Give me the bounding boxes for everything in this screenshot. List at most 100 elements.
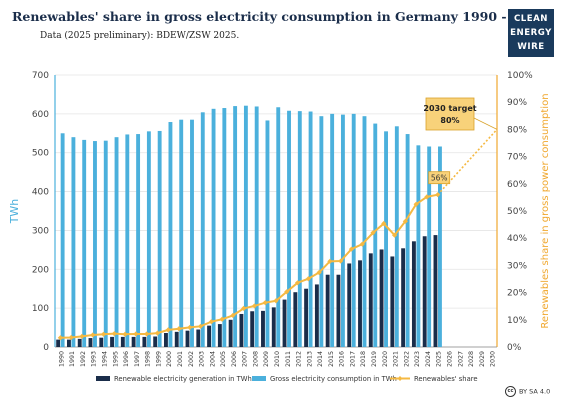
x-tick-label: 2015 (328, 351, 335, 367)
share-marker (122, 331, 128, 337)
x-tick-label: 1995 (112, 351, 119, 367)
share-marker (262, 300, 268, 306)
x-tick-label: 2028 (468, 351, 475, 367)
share-marker (230, 312, 236, 319)
y2-tick-label: 50% (507, 207, 527, 217)
share-marker (391, 232, 398, 238)
gross-consumption-bar (211, 108, 216, 347)
renewable-bar (142, 336, 147, 347)
legend-renewable-label: Renewable electricity generation in TWh (114, 375, 252, 383)
x-tick-label: 2003 (199, 351, 206, 367)
cc-icon: cc (505, 386, 516, 397)
renewable-bar (120, 336, 125, 347)
renewable-bar (88, 338, 93, 347)
renewable-bar (336, 274, 341, 347)
y-tick-label: 200 (32, 265, 49, 275)
x-tick-label: 2016 (339, 351, 346, 367)
share-marker (316, 269, 322, 276)
x-tick-label: 2017 (349, 351, 356, 367)
gross-consumption-bar (243, 105, 248, 347)
renewable-bar (164, 333, 168, 347)
y-tick-label: 400 (32, 188, 49, 198)
x-tick-label: 2021 (393, 351, 400, 367)
y2-tick-label: 70% (507, 153, 527, 163)
y-tick-label: 0 (43, 343, 49, 353)
x-tick-label: 1998 (145, 351, 152, 367)
share-marker (424, 194, 430, 200)
share-marker (144, 331, 150, 337)
renewable-bar (379, 249, 384, 347)
x-tick-label: 1996 (123, 351, 130, 367)
renewable-bar (174, 331, 179, 347)
gross-consumption-bar (254, 106, 259, 347)
y2-axis-title: Renewables share in gross power consumpt… (540, 93, 551, 328)
gross-consumption-bar (340, 114, 345, 348)
renewable-bar (56, 339, 61, 347)
share-marker (154, 330, 161, 336)
y2-tick-label: 40% (507, 234, 527, 244)
renewable-bar (314, 284, 319, 347)
gross-consumption-bar (405, 134, 410, 347)
renewable-bar (99, 337, 104, 347)
y2-tick-label: 100% (507, 71, 533, 81)
x-tick-label: 2000 (166, 351, 173, 367)
x-tick-label: 2012 (296, 351, 303, 367)
x-tick-label: 2023 (414, 351, 421, 367)
gross-consumption-bar (222, 108, 227, 348)
legend-renewable-swatch (96, 376, 110, 381)
share-marker (111, 331, 117, 337)
share-marker (402, 218, 408, 224)
target-callout-line (473, 117, 498, 130)
share-marker (413, 201, 419, 207)
target-label-line: 2030 target (423, 104, 476, 113)
renewable-bar (293, 292, 298, 347)
legend-gross-swatch (252, 376, 266, 381)
x-tick-label: 2029 (479, 351, 486, 367)
x-tick-label: 2007 (242, 351, 249, 367)
gross-consumption-bar (93, 141, 97, 347)
share-marker (57, 335, 63, 341)
renewable-bar (411, 241, 416, 347)
legend-share-label: Renewables' share (414, 375, 478, 383)
share-marker (165, 327, 171, 333)
y2-tick-label: 30% (507, 261, 527, 271)
share-marker (284, 289, 290, 295)
renewable-bar (250, 311, 255, 347)
legend-share-marker (397, 376, 403, 381)
x-tick-label: 2022 (403, 351, 410, 367)
share-marker (273, 298, 279, 304)
gross-consumption-bar (330, 113, 335, 347)
share-marker (219, 316, 225, 322)
gross-consumption-bar (351, 113, 356, 347)
x-tick-label: 2020 (382, 351, 389, 367)
y-tick-label: 100 (32, 304, 49, 314)
gross-consumption-bar (287, 110, 291, 348)
legend-gross-label: Gross electricity consumption in TWh (270, 375, 397, 383)
gross-consumption-bar (136, 134, 141, 347)
gross-consumption-bar (179, 119, 184, 347)
renewable-bar (282, 299, 287, 347)
share-marker (370, 230, 376, 236)
x-tick-label: 1990 (58, 351, 65, 367)
y2-tick-label: 0% (507, 343, 522, 353)
chart-title: Renewables' share in gross electricity c… (12, 9, 551, 24)
x-tick-label: 2013 (306, 351, 313, 367)
share-marker (251, 303, 258, 309)
x-tick-label: 2025 (436, 351, 443, 367)
x-tick-label: 2002 (188, 351, 195, 367)
y2-tick-label: 80% (507, 125, 527, 135)
renewable-bar (261, 310, 265, 347)
logo-line: CLEAN (514, 14, 548, 24)
target-label-line: 80% (440, 116, 459, 125)
y2-tick-label: 20% (507, 289, 527, 299)
x-tick-label: 2026 (446, 351, 453, 367)
x-tick-label: 2006 (231, 351, 238, 367)
x-tick-label: 2018 (360, 351, 367, 367)
gross-consumption-bar (362, 116, 367, 347)
y-tick-label: 300 (32, 226, 49, 236)
share-marker (241, 305, 247, 311)
renewable-bar (368, 253, 373, 347)
gross-consumption-bar (438, 146, 442, 347)
renewable-bar (228, 319, 233, 347)
